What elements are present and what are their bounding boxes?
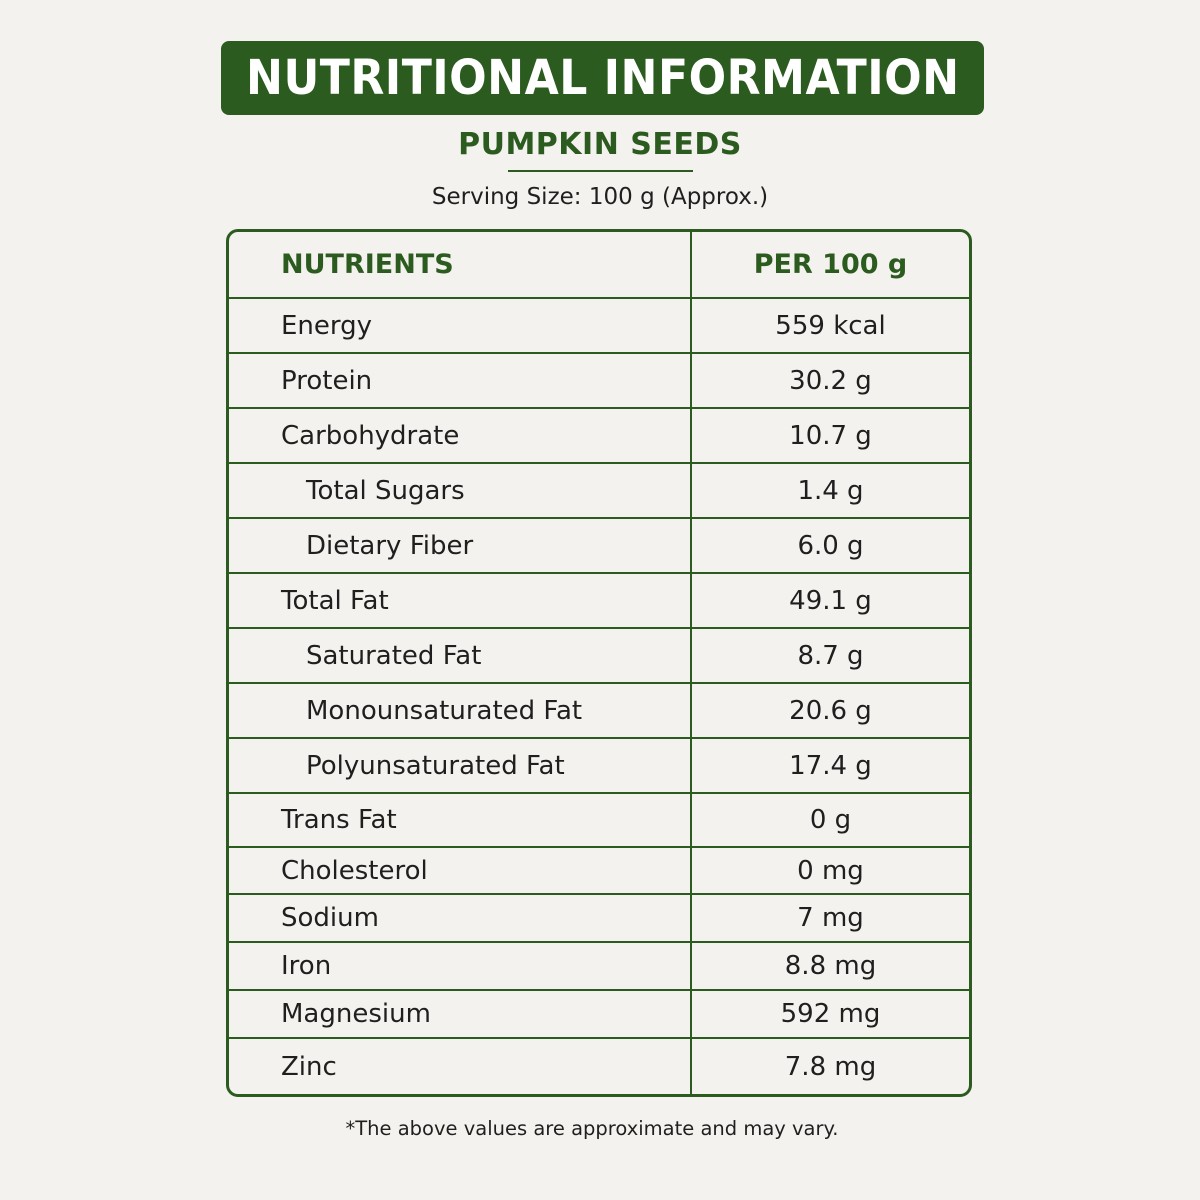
nutrient-name: Magnesium (229, 991, 692, 1037)
nutrient-name: Iron (229, 943, 692, 989)
nutrient-name: Saturated Fat (229, 629, 692, 682)
nutrition-table: NUTRIENTS PER 100 g Energy 559 kcal Protei… (226, 229, 972, 1097)
table-row: Zinc 7.8 mg (229, 1039, 969, 1094)
footnote: *The above values are approximate and ma… (345, 1117, 839, 1140)
column-header-nutrients: NUTRIENTS (229, 232, 692, 297)
table-row: Trans Fat 0 g (229, 794, 969, 848)
nutrient-name: Polyunsaturated Fat (229, 739, 692, 792)
nutrient-name: Protein (229, 354, 692, 407)
nutrient-value: 6.0 g (797, 530, 864, 561)
nutrient-value: 0 mg (797, 855, 864, 886)
nutrient-value: 30.2 g (789, 365, 872, 396)
nutrient-name: Dietary Fiber (229, 519, 692, 572)
table-row: Carbohydrate 10.7 g (229, 409, 969, 464)
table-row: Iron 8.8 mg (229, 943, 969, 991)
table-row: Total Sugars 1.4 g (229, 464, 969, 519)
nutrient-value: 20.6 g (789, 695, 872, 726)
table-row: Saturated Fat 8.7 g (229, 629, 969, 684)
subtitle-divider (508, 170, 693, 172)
page-title: NUTRITIONAL INFORMATION (245, 50, 960, 106)
nutrient-value: 8.8 mg (784, 951, 877, 981)
nutrient-name: Total Fat (229, 574, 692, 627)
nutrient-value: 17.4 g (789, 750, 872, 781)
nutrient-name: Sodium (229, 895, 692, 941)
nutrient-value: 7 mg (797, 903, 864, 933)
nutrient-value: 559 kcal (775, 310, 886, 341)
nutrient-value: 7.8 mg (784, 1051, 877, 1082)
nutrient-name: Cholesterol (229, 848, 692, 893)
nutrient-value: 49.1 g (789, 585, 872, 616)
table-row: Polyunsaturated Fat 17.4 g (229, 739, 969, 794)
serving-size: Serving Size: 100 g (Approx.) (431, 184, 769, 210)
nutrient-value: 10.7 g (789, 420, 872, 451)
nutrient-value: 0 g (809, 805, 852, 835)
table-row: Protein 30.2 g (229, 354, 969, 409)
table-row: Energy 559 kcal (229, 299, 969, 354)
nutrient-value: 592 mg (780, 999, 881, 1029)
table-row: Cholesterol 0 mg (229, 848, 969, 895)
table-row: Magnesium 592 mg (229, 991, 969, 1039)
table-header-row: NUTRIENTS PER 100 g (229, 232, 969, 299)
table-row: Dietary Fiber 6.0 g (229, 519, 969, 574)
nutrient-name: Total Sugars (229, 464, 692, 517)
nutrient-name: Carbohydrate (229, 409, 692, 462)
title-banner: NUTRITIONAL INFORMATION (221, 41, 984, 115)
nutrient-name: Energy (229, 299, 692, 352)
nutrient-name: Monounsaturated Fat (229, 684, 692, 737)
nutrient-name: Zinc (229, 1039, 692, 1094)
nutrient-value: 1.4 g (797, 475, 864, 506)
table-row: Sodium 7 mg (229, 895, 969, 943)
column-header-per-100g: PER 100 g (753, 249, 908, 280)
table-row: Total Fat 49.1 g (229, 574, 969, 629)
table-row: Monounsaturated Fat 20.6 g (229, 684, 969, 739)
product-name: PUMPKIN SEEDS (458, 127, 742, 162)
nutrient-name: Trans Fat (229, 794, 692, 846)
nutrient-value: 8.7 g (797, 640, 864, 671)
